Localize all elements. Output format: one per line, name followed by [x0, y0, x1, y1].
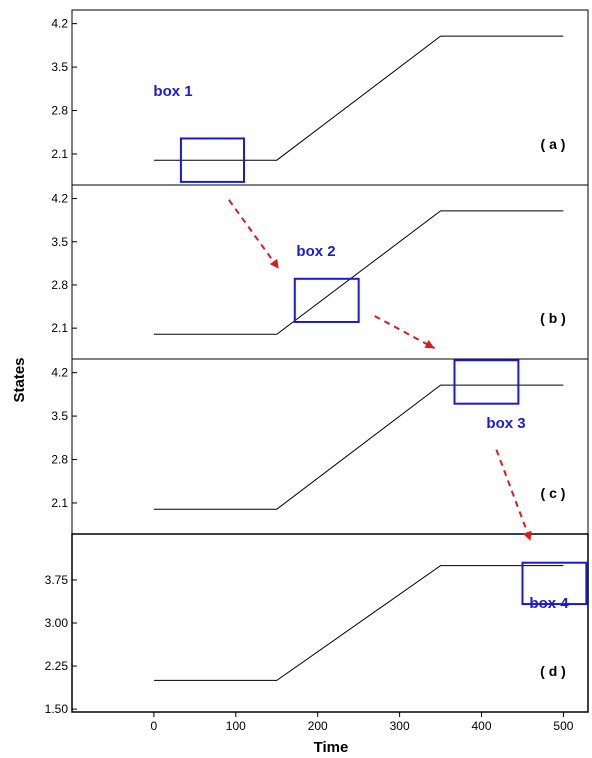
x-tick-label: 100 — [226, 719, 246, 733]
x-axis-title: Time — [314, 739, 349, 756]
y-tick-label: 2.1 — [51, 496, 68, 510]
x-tick-label: 300 — [390, 719, 410, 733]
series-line — [153, 210, 564, 335]
box-label-4: box 4 — [529, 595, 569, 612]
series-line — [153, 565, 564, 681]
panel-b: 2.1 2.8 3.5 4.2 — [51, 184, 589, 360]
transition-arrow-1 — [228, 199, 280, 270]
y-tick-label: 3.75 — [45, 573, 69, 587]
labels-layer: box 1 ( a ) box 2 ( b ) box 3 ( c ) box 4 ( d ) — [153, 83, 569, 679]
y-tick-label: 3.5 — [51, 235, 68, 249]
panel-a: 2.1 2.8 3.5 4.2 — [51, 9, 589, 186]
panel-d: 1.50 2.25 3.00 3.75 — [45, 533, 589, 716]
highlight-box-2 — [293, 277, 360, 323]
y-tick-label: 2.25 — [45, 659, 69, 673]
y-tick-label: 4.2 — [51, 366, 68, 380]
y-tick-label: 3.00 — [45, 616, 69, 630]
transition-arrow-3 — [495, 449, 532, 542]
y-tick-label: 2.1 — [51, 321, 68, 335]
y-tick-label: 3.5 — [51, 60, 68, 74]
highlight-box-1 — [179, 137, 245, 183]
panel-frame — [71, 533, 589, 713]
panel-label-a: ( a ) — [541, 136, 566, 152]
y-tick-label: 1.50 — [45, 702, 69, 716]
panel-c: 2.1 2.8 3.5 4.2 — [51, 358, 589, 535]
box-label-3: box 3 — [486, 415, 525, 432]
y-tick-label: 3.5 — [51, 409, 68, 423]
highlight-box-3 — [453, 359, 520, 405]
transition-arrow-head-1 — [269, 258, 279, 269]
transition-arrow-head-2 — [424, 340, 435, 349]
panel-label-d: ( d ) — [540, 663, 566, 679]
x-tick-label: 500 — [553, 719, 573, 733]
x-tick-label: 200 — [308, 719, 328, 733]
arrows-layer — [228, 199, 532, 542]
panels-layer: 2.1 2.8 3.5 4.2 2.1 2.8 3.5 4.2 2.1 2.8 3.5 4.2 1.50… — [45, 9, 589, 733]
transition-arrow-2 — [374, 315, 435, 350]
box-label-2: box 2 — [296, 243, 335, 260]
series-line — [153, 35, 564, 161]
y-axis-title: States — [11, 357, 28, 402]
highlight-box-4 — [521, 561, 588, 606]
x-tick-label: 0 — [151, 719, 158, 733]
y-tick-label: 2.8 — [51, 278, 68, 292]
panel-label-c: ( c ) — [541, 485, 566, 501]
series-line — [153, 384, 564, 510]
y-tick-label: 2.8 — [51, 104, 68, 118]
panel-label-b: ( b ) — [540, 310, 566, 326]
transition-arrow-head-3 — [523, 530, 532, 541]
y-tick-label: 2.8 — [51, 453, 68, 467]
y-tick-label: 4.2 — [51, 17, 68, 31]
box-label-1: box 1 — [153, 83, 192, 100]
y-tick-label: 4.2 — [51, 192, 68, 206]
y-tick-label: 2.1 — [51, 147, 68, 161]
x-tick-label: 400 — [472, 719, 492, 733]
